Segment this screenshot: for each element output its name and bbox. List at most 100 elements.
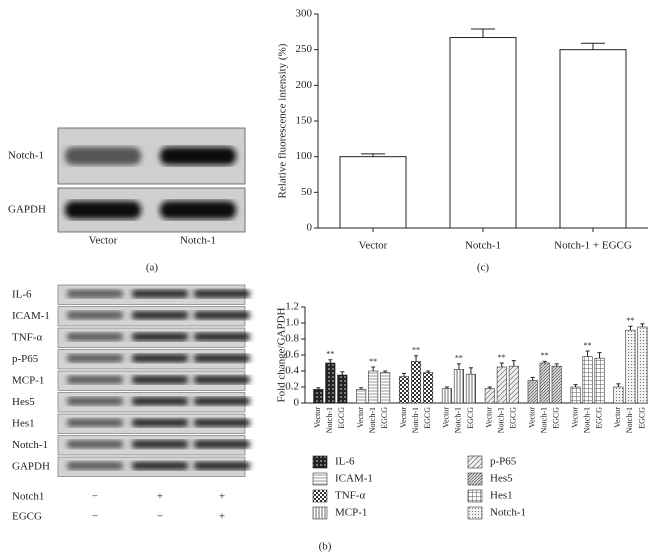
y-tick-label: 150 [296,115,313,127]
panel-label: (b) [319,541,332,553]
row-label: TNF-α [12,331,42,343]
treatment-sign: + [219,491,225,503]
x-tick-label: Vector [356,407,365,428]
blot-band [67,397,123,406]
blot-band [194,354,250,363]
significance: ** [626,316,634,325]
lane-label: Notch-1 [180,235,216,247]
x-tick-label: Notch-1 [539,407,548,433]
blot-band [160,147,236,165]
treatment-sign: + [219,511,225,523]
row-label: p-P65 [12,353,39,365]
blot-band [132,418,188,427]
bar [325,362,336,404]
bar [337,374,348,404]
blot-band [132,289,188,298]
y-tick-label: 0.6 [285,349,299,361]
bar [527,380,538,404]
blot-band [132,375,188,384]
x-tick-label: Notch-1 [465,240,501,252]
significance: ** [541,351,549,360]
x-tick-label: EGCG [380,407,389,429]
row-label: GAPDH [12,460,50,472]
x-tick-label: EGCG [423,407,432,429]
blot-band [194,440,250,449]
bar [625,329,636,404]
significance: ** [498,353,506,362]
x-tick-label: Notch-1 [625,407,634,433]
bar [496,366,507,404]
blot-band [132,354,188,363]
bar [508,365,519,404]
legend-swatch [467,455,483,469]
y-tick-label: 1.2 [285,301,299,313]
bar [594,357,605,404]
row-label: Notch-1 [12,439,48,451]
blot-band [194,289,250,298]
panel-label: (a) [146,262,159,274]
bar [313,389,324,404]
y-tick-label: 200 [296,79,313,91]
legend-label: Notch-1 [490,507,526,519]
bar [453,369,464,404]
lane-label: Vector [89,235,118,247]
blot-band [132,440,188,449]
y-tick-label: 0 [294,397,300,409]
bar [441,388,452,404]
bar [465,373,476,404]
blot-band [132,461,188,470]
y-tick-label: 300 [296,8,313,20]
blot-band [132,311,188,320]
x-tick-label: Vector [570,407,579,428]
x-tick-label: Vector [613,407,622,428]
blot-band [67,332,123,341]
x-tick-label: EGCG [509,407,518,429]
blot-band [67,354,123,363]
bar [356,389,367,404]
blot-band [67,440,123,449]
x-tick-label: Notch-1 [582,407,591,433]
treatment-label: EGCG [12,511,42,523]
legend-label: TNF-α [335,490,365,502]
treatment-sign: − [92,511,98,523]
x-tick-label: Vector [313,407,322,428]
y-tick-label: 0.8 [285,333,299,345]
bar [637,326,648,404]
blot-band [160,201,236,219]
blot-band [67,289,123,298]
y-tick-label: 1.0 [285,317,299,329]
y-tick-label: 0 [307,222,313,234]
legend-label: IL-6 [335,456,355,468]
x-tick-label: EGCG [466,407,475,429]
bar [582,356,593,404]
blot-band [194,397,250,406]
y-tick-label: 0.2 [285,381,299,393]
y-tick-label: 100 [296,150,313,162]
x-tick-label: Notch-1 [325,407,334,433]
x-tick-label: Notch-1 [497,407,506,433]
bar [570,386,581,404]
x-tick-label: Notch-1 [368,407,377,433]
bar [380,372,391,404]
row-label: GAPDH [8,204,46,216]
treatment-label: Notch1 [12,491,44,503]
y-tick-label: 50 [301,186,313,198]
blot-band [194,461,250,470]
legend-swatch [312,489,328,503]
treatment-sign: − [157,511,163,523]
legend-swatch [312,455,328,469]
bar [484,388,495,404]
bar [368,370,379,404]
legend-swatch [312,506,328,520]
blot-band [194,332,250,341]
x-tick-label: EGCG [552,407,561,429]
legend-swatch [312,472,328,486]
x-tick-label: Notch-1 + EGCG [554,240,632,252]
bar [559,49,627,229]
blot-band [194,311,250,320]
y-axis-label: Fold change/GAPDH [276,307,288,402]
row-label: Hes1 [12,417,35,429]
legend-swatch [467,472,483,486]
blot-band [132,397,188,406]
